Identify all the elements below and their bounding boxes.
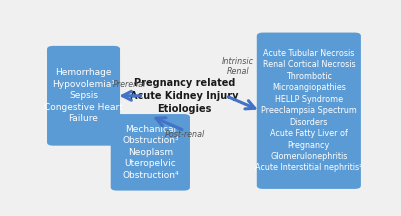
FancyBboxPatch shape [257,33,361,189]
FancyBboxPatch shape [47,46,120,146]
Text: Intrinsic
Renal: Intrinsic Renal [222,57,254,76]
Text: Pregnancy related
Acute Kidney Injury
Etiologies: Pregnancy related Acute Kidney Injury Et… [130,78,239,114]
Text: Mechanical
Obstruction³
Neoplasm
Uteropelvic
Obstruction⁴: Mechanical Obstruction³ Neoplasm Uterope… [122,125,179,180]
Text: Hemorrhage
Hypovolemia¹
Sepsis
Congestive Heart
Failure: Hemorrhage Hypovolemia¹ Sepsis Congestiv… [44,68,123,123]
Text: Acute Tubular Necrosis
Renal Cortical Necrosis
Thrombotic
Microangiopathies
HELL: Acute Tubular Necrosis Renal Cortical Ne… [255,49,363,173]
Text: Post-renal: Post-renal [165,130,205,139]
FancyBboxPatch shape [111,114,190,191]
Text: Prerenal: Prerenal [113,81,146,89]
